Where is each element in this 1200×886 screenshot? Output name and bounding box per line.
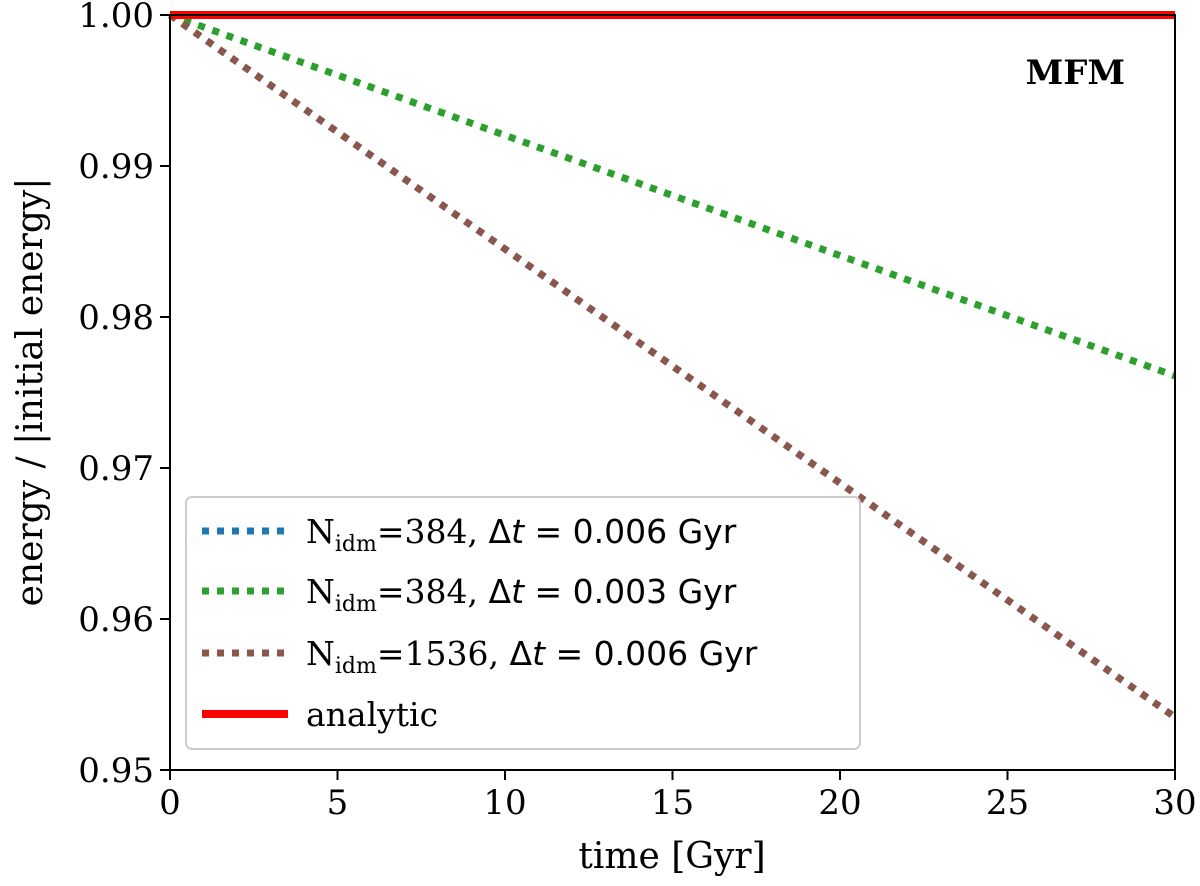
x-tick-label: 20 <box>818 783 861 823</box>
legend-label-analytic: analytic <box>306 695 438 734</box>
x-tick-label: 0 <box>159 783 181 823</box>
y-tick-label: 0.95 <box>78 751 154 791</box>
x-tick-label: 5 <box>327 783 349 823</box>
x-tick-label: 25 <box>986 783 1029 823</box>
legend-label-n384_dt006: Nidm=384, Δt = 0.006 Gyr <box>306 512 737 557</box>
x-tick-label: 30 <box>1153 783 1196 823</box>
series-line-n1536_dt006 <box>167 12 1178 720</box>
series-line-n384_dt003 <box>168 11 1177 380</box>
y-tick-label: 0.96 <box>78 600 154 640</box>
legend-label-n1536_dt006: Nidm=1536, Δt = 0.006 Gyr <box>306 634 758 679</box>
y-axis: 0.95 0.96 0.97 0.98 0.99 1.00 <box>78 0 170 791</box>
annotation-mfm: MFM <box>1026 53 1125 93</box>
legend-box <box>185 496 861 750</box>
legend: Nidm=384, Δt = 0.006 Gyr Nidm=384, Δt = 0… <box>185 496 861 750</box>
legend-label-n384_dt003: Nidm=384, Δt = 0.003 Gyr <box>306 572 737 617</box>
y-axis-title: energy / |initial energy| <box>10 178 51 607</box>
y-tick-label: 0.99 <box>78 147 154 187</box>
x-tick-label: 10 <box>483 783 526 823</box>
y-tick-label: 0.98 <box>78 298 154 338</box>
x-tick-label: 15 <box>651 783 694 823</box>
y-tick-label: 1.00 <box>78 0 154 36</box>
x-axis-title: time [Gyr] <box>578 836 765 877</box>
x-axis: 0 5 10 15 20 25 30 <box>159 770 1197 823</box>
y-tick-label: 0.97 <box>78 449 154 489</box>
